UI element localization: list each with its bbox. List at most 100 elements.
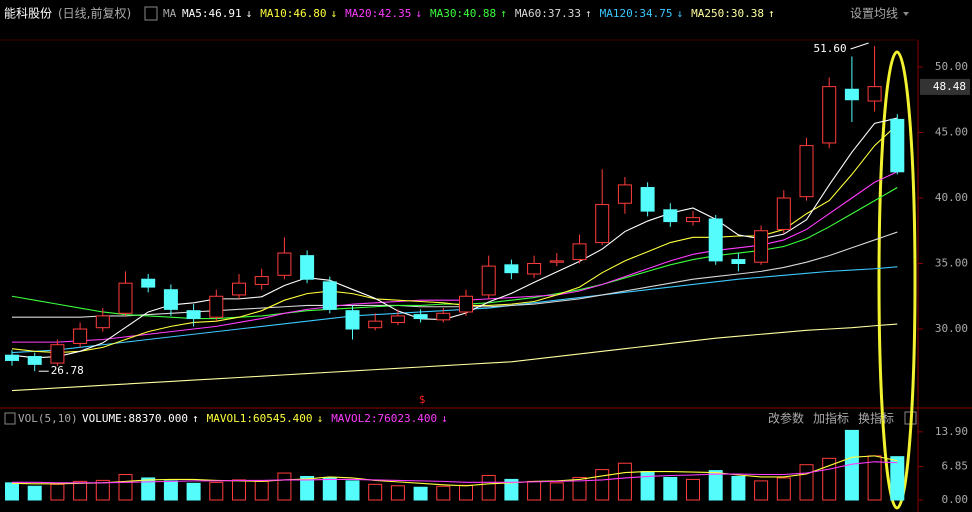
volume-bar bbox=[300, 475, 315, 501]
candle-body bbox=[141, 278, 156, 288]
event-marker[interactable]: $ bbox=[419, 393, 426, 406]
dropdown-icon[interactable] bbox=[903, 12, 909, 16]
volume-bar bbox=[481, 474, 496, 501]
ma-legend: MA30:40.88 bbox=[430, 7, 496, 20]
y-tick-label: 0.00 bbox=[942, 493, 969, 506]
candle-body bbox=[5, 354, 19, 361]
candle-body bbox=[867, 86, 882, 102]
candle-body bbox=[844, 88, 859, 101]
y-tick-label: 6.85 bbox=[942, 459, 969, 472]
mavol-legend: MAVOL2:76023.400 bbox=[331, 412, 437, 425]
panel-icon[interactable] bbox=[4, 412, 16, 425]
ma-arrow: ↓ bbox=[246, 7, 253, 20]
volume-bar bbox=[527, 480, 542, 501]
volume-bar bbox=[73, 480, 88, 501]
candle-body bbox=[708, 218, 723, 262]
volume-legend: VOLUME:88370.000 bbox=[82, 412, 188, 425]
ma-arrow: ↓ bbox=[677, 7, 684, 20]
ma-legend: MA5:46.91 bbox=[182, 7, 242, 20]
ma-legend: MA120:34.75 bbox=[600, 7, 673, 20]
volume-bar bbox=[754, 480, 769, 501]
mavol-arrow: ↓ bbox=[441, 412, 448, 425]
ma-arrow: ↓ bbox=[415, 7, 422, 20]
candle-body bbox=[413, 314, 428, 320]
y-tick-label: 35.00 bbox=[935, 257, 968, 270]
volume-bar bbox=[368, 483, 383, 501]
candle-body bbox=[390, 315, 405, 323]
volume-bar bbox=[595, 469, 610, 501]
ma-arrow: ↑ bbox=[768, 7, 775, 20]
y-tick-label: 30.00 bbox=[935, 322, 968, 335]
candle-body bbox=[186, 310, 201, 320]
candle-body bbox=[754, 230, 769, 263]
ma-legend: MA20:42.35 bbox=[345, 7, 411, 20]
candle-body bbox=[436, 312, 451, 321]
volume-bar bbox=[277, 472, 292, 501]
candle-body bbox=[731, 259, 746, 265]
candle-body bbox=[640, 187, 655, 212]
ma-line bbox=[11, 455, 898, 487]
volume-bar bbox=[504, 478, 519, 501]
help-icon[interactable] bbox=[144, 6, 158, 21]
candle-body bbox=[481, 265, 496, 296]
volume-bar bbox=[663, 476, 678, 501]
ma-line bbox=[12, 461, 898, 484]
volume-bar bbox=[890, 456, 905, 501]
candle-body bbox=[163, 289, 178, 310]
highlight-ellipse bbox=[877, 50, 917, 510]
volume-bar bbox=[163, 480, 178, 501]
volume-bar bbox=[322, 476, 337, 501]
candle-body bbox=[459, 295, 473, 313]
volume-bar bbox=[617, 462, 632, 501]
subtitle: (日线,前复权) bbox=[58, 6, 131, 21]
volume-bar bbox=[459, 484, 473, 501]
volume-bar bbox=[708, 470, 723, 501]
ma-legend: MA250:30.38 bbox=[691, 7, 764, 20]
y-tick-label: 40.00 bbox=[935, 191, 968, 204]
volume-bar bbox=[95, 479, 110, 501]
indicator-button[interactable]: 加指标 bbox=[813, 411, 849, 426]
volume-bar bbox=[345, 480, 360, 501]
candle-body bbox=[118, 282, 133, 314]
ma-arrow: ↓ bbox=[330, 7, 337, 20]
volume-bar bbox=[27, 485, 42, 501]
ma-line bbox=[11, 124, 898, 354]
volume-bar bbox=[799, 464, 814, 501]
ma-line bbox=[11, 323, 898, 392]
candle-body bbox=[368, 320, 383, 329]
candle-body bbox=[595, 204, 610, 244]
last-price-box bbox=[920, 78, 970, 95]
candle-body bbox=[27, 356, 42, 365]
volume-bar bbox=[436, 485, 451, 501]
stock-name: 能科股份 bbox=[4, 7, 52, 21]
candle-body bbox=[50, 344, 65, 364]
volume-bar bbox=[141, 477, 156, 501]
indicator-button[interactable]: 改参数 bbox=[768, 411, 804, 426]
volume-title: VOL(5,10) bbox=[18, 412, 78, 425]
volume-bar bbox=[731, 475, 746, 501]
ma-legend: MA10:46.80 bbox=[260, 7, 326, 20]
candle-body bbox=[686, 217, 700, 223]
y-tick-label: 13.90 bbox=[935, 425, 968, 438]
indicator-button[interactable]: 换指标 bbox=[858, 411, 894, 426]
low-label: 26.78 bbox=[51, 364, 84, 377]
candle-body bbox=[322, 281, 337, 310]
candle-body bbox=[209, 295, 224, 318]
settings-button[interactable]: 设置均线 bbox=[850, 7, 898, 21]
volume-bar bbox=[118, 474, 133, 501]
volume-bar bbox=[686, 478, 700, 501]
candle-body bbox=[73, 328, 88, 344]
volume-bar bbox=[390, 485, 405, 501]
candle-body bbox=[345, 310, 360, 330]
candle-body bbox=[663, 209, 678, 223]
y-tick-label: 45.00 bbox=[935, 125, 968, 138]
mavol-arrow: ↓ bbox=[317, 412, 324, 425]
mavol-legend: MAVOL1:60545.400 bbox=[207, 412, 313, 425]
candle-body bbox=[572, 243, 587, 261]
annotation-arrow bbox=[850, 42, 869, 50]
volume-bar bbox=[5, 482, 19, 501]
last-price-label: 48.48 bbox=[933, 80, 966, 93]
ma-line bbox=[11, 266, 898, 354]
volume-bar bbox=[50, 483, 65, 501]
